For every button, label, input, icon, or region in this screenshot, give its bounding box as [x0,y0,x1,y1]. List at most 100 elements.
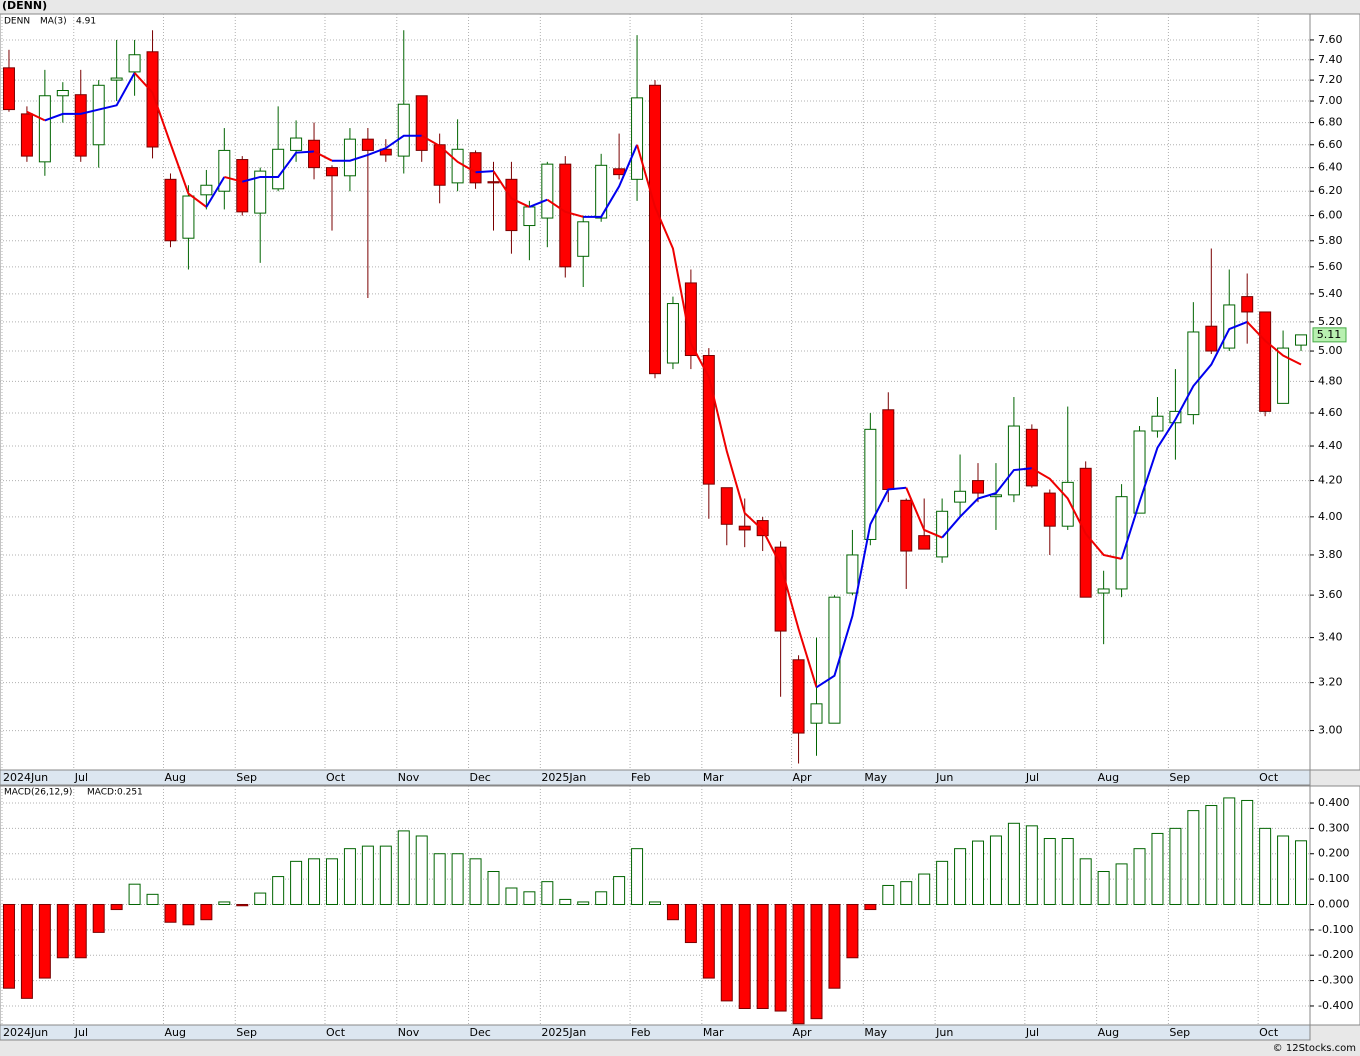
macd-bar [487,871,500,905]
ma-line [529,198,548,208]
y-tick-label: -0.200 [1318,948,1353,961]
macd-bar [792,903,805,1025]
x-tick-label: 2025Jan [541,771,586,784]
y-tick-label: 5.20 [1318,315,1343,328]
candle-body [1187,331,1200,416]
macd-bar [505,887,518,905]
macd-bar [577,901,590,905]
macd-bar [1277,835,1290,905]
candle-body [1205,325,1218,352]
candle-body [379,148,392,156]
macd-title: MACD(26,12,9) [4,788,72,798]
macd-bar [146,893,159,905]
candle-body [846,554,859,594]
candle-body [1295,334,1308,346]
macd-value: 0.251 [117,788,143,798]
macd-bar [469,858,482,905]
y-tick-label: -0.400 [1318,999,1353,1012]
y-tick-label: 4.40 [1318,439,1343,452]
x-tick-label: Apr [793,1026,813,1039]
y-tick-label: 6.20 [1318,184,1343,197]
x-tick-label: Sep [1169,771,1190,784]
macd-bar [810,903,823,1020]
x-tick-label: Jul [74,771,88,784]
candle-body [666,303,679,364]
candle-body [631,97,644,180]
candle-body [864,428,877,540]
macd-bar [308,858,321,905]
macd-bar [900,881,913,905]
macd-bar [1097,871,1110,905]
x-tick-label: Aug [164,1026,185,1039]
ma-line [1246,321,1302,366]
candle-body [290,137,303,151]
macd-bar [1043,838,1056,905]
candle-body [1169,410,1182,424]
ma-line [636,144,818,688]
legend-ma-value: 4.91 [76,17,96,27]
y-tick-label: 5.00 [1318,344,1343,357]
macd-bar [846,903,859,959]
candle-body [128,54,141,73]
price-axis [1309,13,1360,771]
macd-bar [74,903,87,959]
macd-bar [415,835,428,905]
ma-line [815,486,907,689]
marks: 2024Jun 2024Jun Jul Jul Aug Aug Sep Sep Oct Oct No… [0,14,1353,1039]
macd-axis [1309,785,1360,1026]
ma-line [475,170,494,174]
ma-line [133,72,207,208]
macd-bar [2,903,15,989]
ma-line [205,176,226,208]
macd-bar [110,903,123,911]
candle-body [487,181,500,184]
x-tick-label: Jul [74,1026,88,1039]
macd-bar [972,840,985,905]
candle-body [541,163,554,219]
y-tick-label: 4.20 [1318,474,1343,487]
candle-body [936,510,949,558]
y-tick-label: 5.80 [1318,234,1343,247]
macd-name: MACD: [87,788,117,798]
macd-panel [0,785,1311,1026]
macd-bar [343,848,356,905]
candle-body [200,184,213,196]
candle-body [433,144,446,186]
macd-bar [649,901,661,905]
macd-bar [1223,797,1236,905]
x-tick-label: Sep [236,771,257,784]
legend-symbol: DENN [4,17,30,27]
candle-body [2,67,15,111]
x-tick-label: Dec [470,1026,491,1039]
macd-bar [613,876,626,905]
candle-body [1061,481,1074,527]
y-tick-label: 3.20 [1318,676,1343,689]
macd-bar [989,835,1002,905]
candle-body [1259,311,1272,412]
x-tick-label: Aug [1098,1026,1119,1039]
y-tick-label: 4.00 [1318,510,1343,523]
x-tick-label: Jul [1025,1026,1039,1039]
price-tag [1312,327,1347,343]
y-tick-label: 0.200 [1318,847,1350,860]
x-tick-label: Feb [631,1026,650,1039]
y-tick-label: 7.00 [1318,94,1343,107]
candle-body [56,90,69,97]
y-tick-label: 5.40 [1318,287,1343,300]
macd-bar [325,858,338,905]
y-tick-label: 6.80 [1318,116,1343,129]
y-tick-label: 7.40 [1318,53,1343,66]
ma-line [331,134,422,162]
macd-bar [1025,825,1038,905]
y-tick-label: 3.60 [1318,588,1343,601]
y-tick-label: 4.80 [1318,374,1343,387]
candle-body [343,138,356,177]
candle-body [236,159,249,213]
x-tick-label: Nov [398,771,420,784]
candle-body [972,480,985,494]
macd-bar [38,903,51,979]
candle-body [451,148,464,184]
candle-body [792,659,805,734]
ma-line [242,150,315,183]
